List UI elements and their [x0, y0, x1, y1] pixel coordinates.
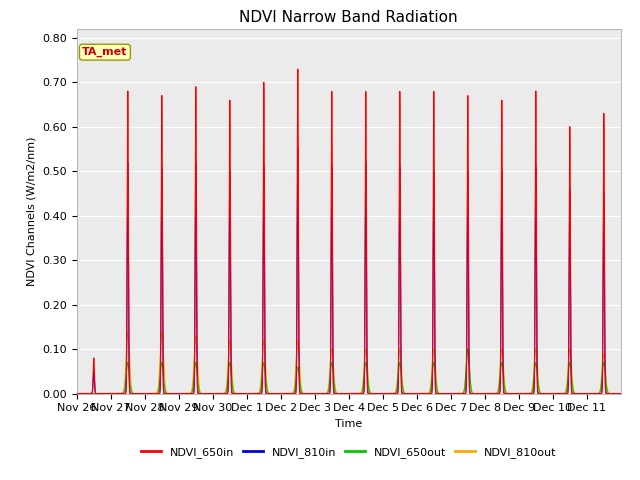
NDVI_650out [476, 391, 484, 396]
NDVI_810out [270, 391, 278, 396]
NDVI_650in [73, 391, 81, 396]
NDVI_650out [419, 391, 426, 396]
Line: NDVI_650out: NDVI_650out [77, 349, 621, 394]
NDVI_810in [419, 391, 426, 396]
NDVI_810out [100, 391, 108, 396]
NDVI_650in [476, 391, 484, 396]
Title: NDVI Narrow Band Radiation: NDVI Narrow Band Radiation [239, 10, 458, 25]
NDVI_650out [73, 391, 81, 396]
NDVI_810out [124, 328, 132, 334]
NDVI_810in [294, 146, 301, 152]
NDVI_810in [617, 391, 625, 396]
NDVI_810out [419, 391, 426, 396]
NDVI_650out [100, 391, 108, 396]
NDVI_650in [506, 391, 513, 396]
NDVI_650in [294, 66, 301, 72]
NDVI_650out [395, 367, 403, 372]
Text: TA_met: TA_met [82, 47, 127, 57]
NDVI_650in [617, 391, 625, 396]
NDVI_650in [270, 391, 278, 396]
NDVI_650in [419, 391, 426, 396]
NDVI_650out [270, 391, 278, 396]
NDVI_810out [476, 391, 484, 396]
NDVI_810out [73, 391, 81, 396]
NDVI_650out [506, 391, 513, 396]
NDVI_650out [617, 391, 625, 396]
NDVI_810in [476, 391, 484, 396]
Line: NDVI_650in: NDVI_650in [77, 69, 621, 394]
NDVI_650in [100, 391, 108, 396]
Line: NDVI_810out: NDVI_810out [77, 331, 621, 394]
Y-axis label: NDVI Channels (W/m2/nm): NDVI Channels (W/m2/nm) [27, 136, 36, 286]
Legend: NDVI_650in, NDVI_810in, NDVI_650out, NDVI_810out: NDVI_650in, NDVI_810in, NDVI_650out, NDV… [136, 443, 561, 463]
NDVI_650in [395, 321, 403, 326]
NDVI_810in [395, 338, 403, 344]
NDVI_810out [395, 354, 403, 360]
X-axis label: Time: Time [335, 419, 362, 429]
NDVI_650out [464, 346, 472, 352]
NDVI_810in [506, 391, 513, 396]
Line: NDVI_810in: NDVI_810in [77, 149, 621, 394]
NDVI_810in [270, 391, 278, 396]
NDVI_810in [73, 391, 81, 396]
NDVI_810in [100, 391, 108, 396]
NDVI_810out [506, 391, 513, 396]
NDVI_810out [617, 391, 625, 396]
